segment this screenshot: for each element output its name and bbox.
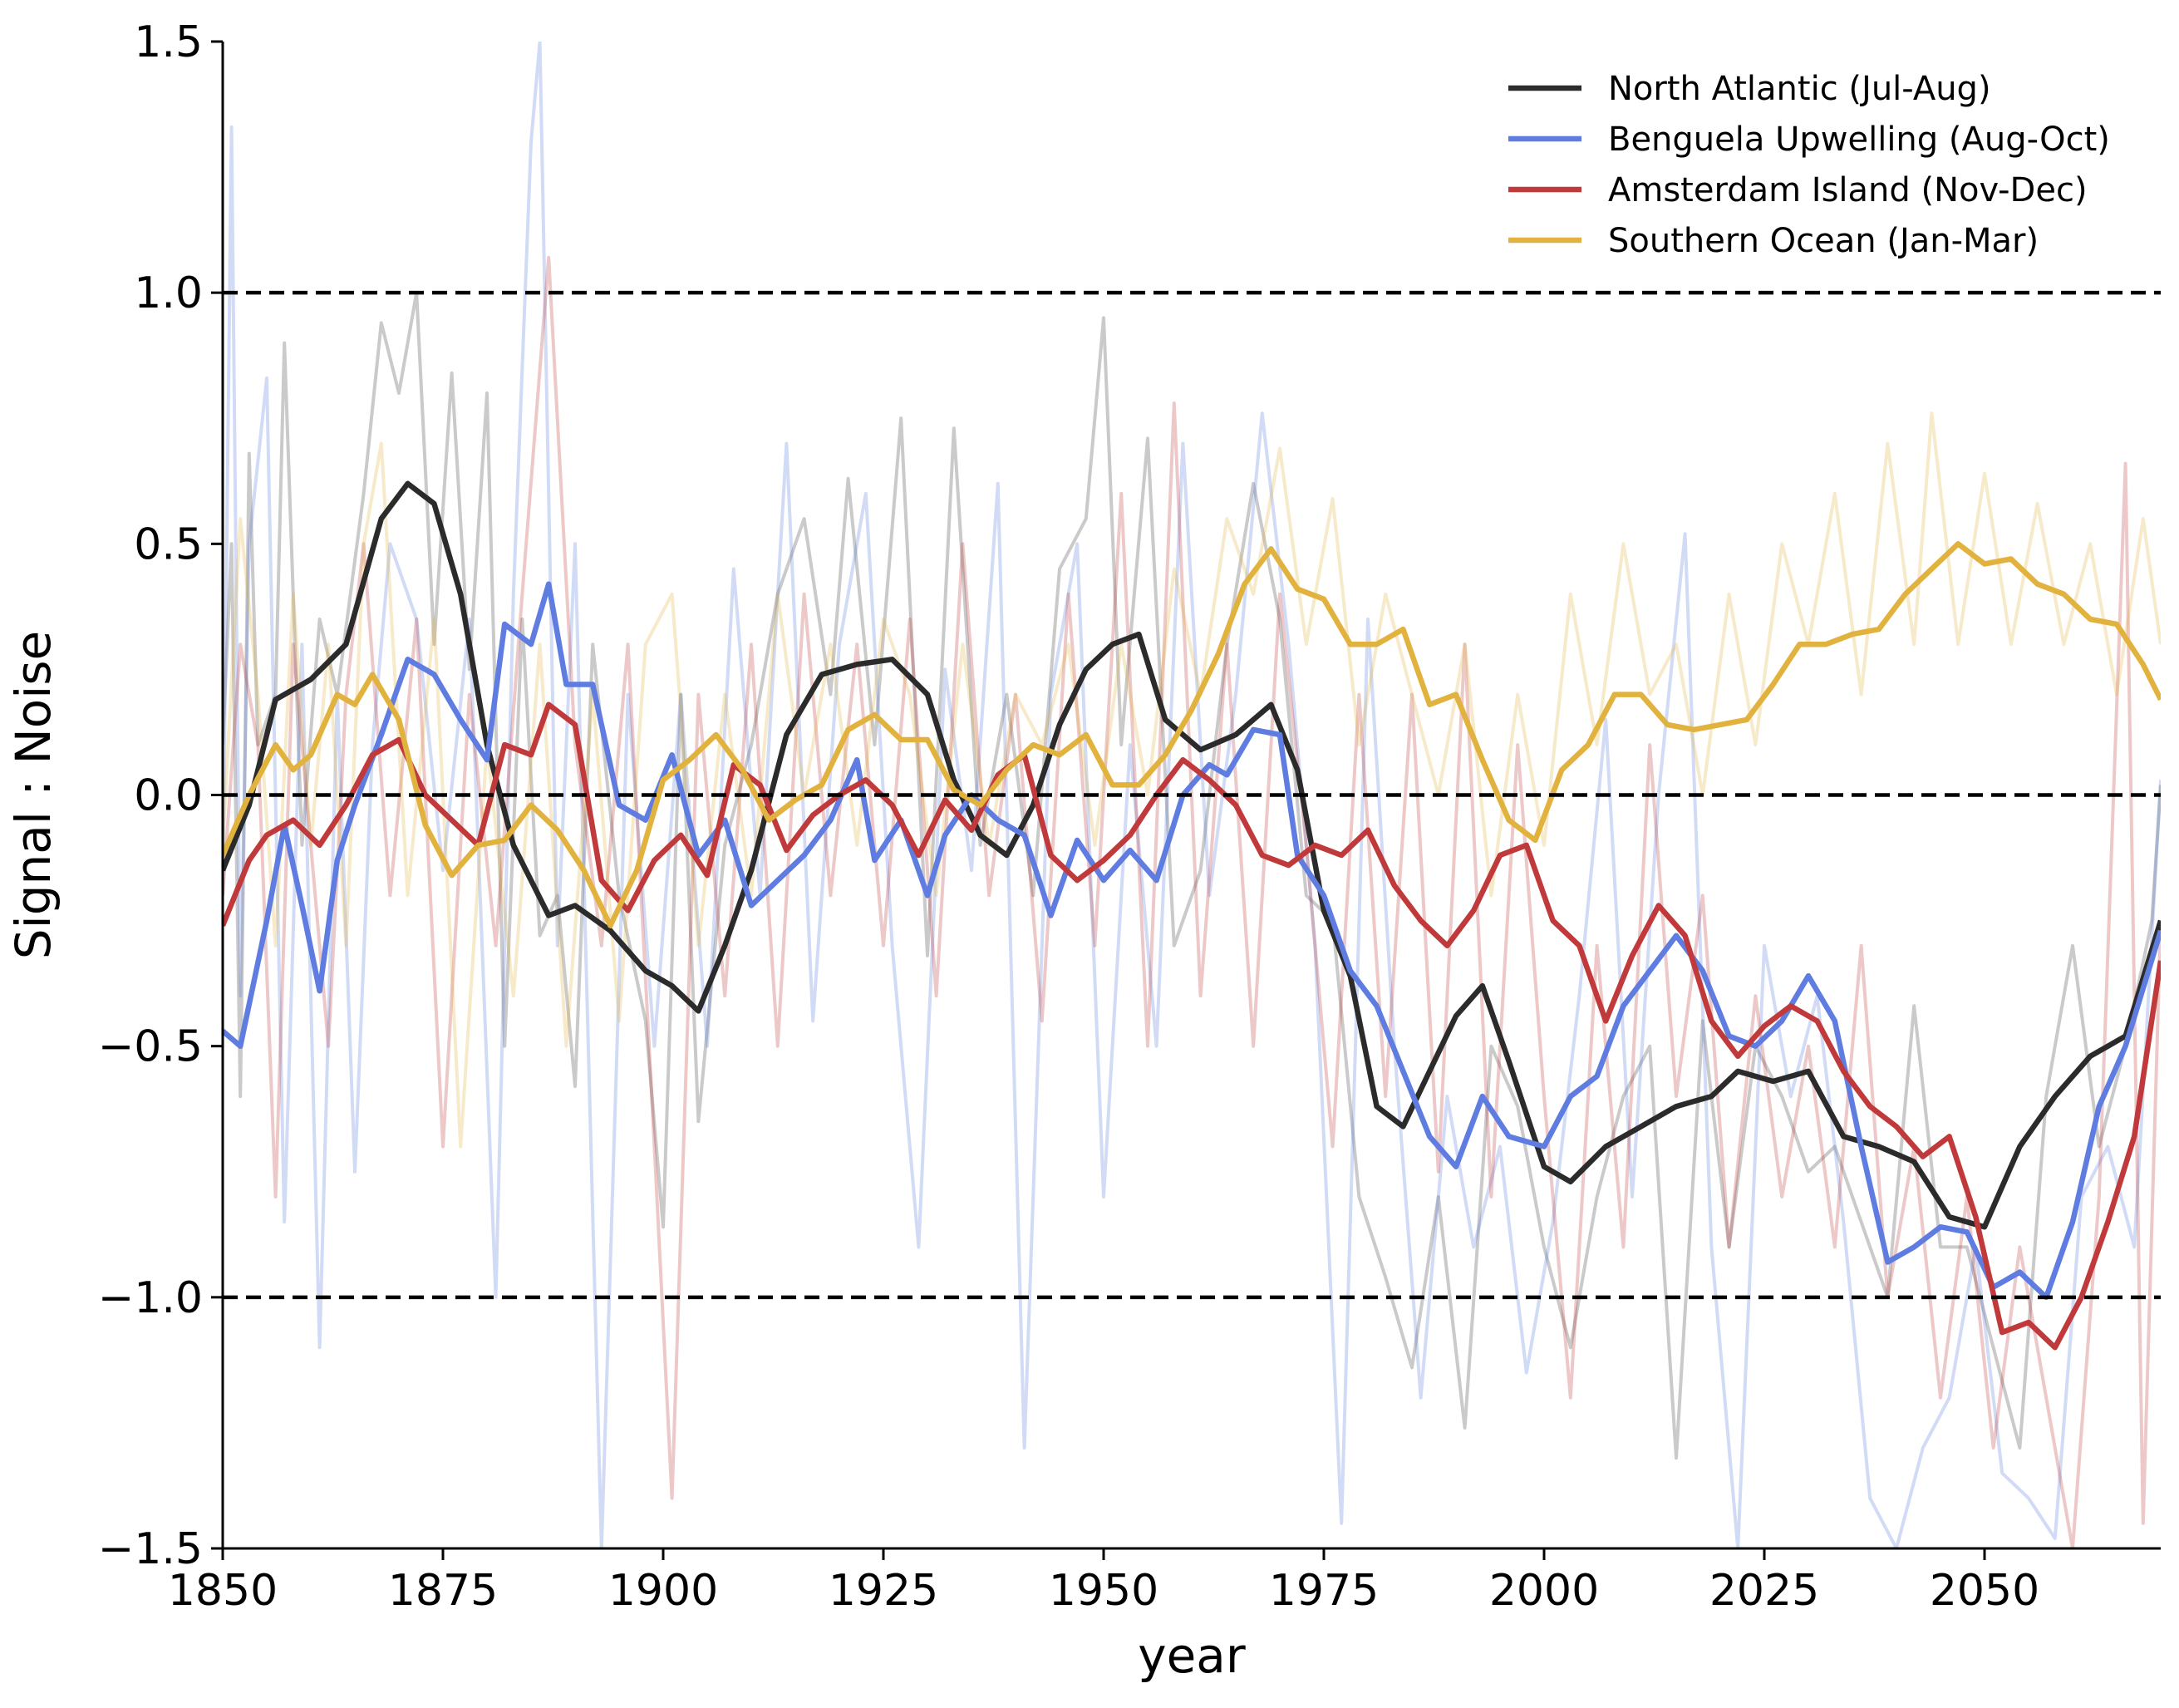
x-axis-title: year <box>1138 1627 1246 1684</box>
legend: North Atlantic (Jul-Aug) Benguela Upwelli… <box>1508 70 2110 260</box>
y-tick-label: −1.5 <box>98 1524 203 1574</box>
y-tick-label: −1.0 <box>98 1273 203 1323</box>
annual-line-3 <box>223 411 2161 1149</box>
annual-series-layer <box>223 42 2161 1548</box>
y-tick-label: 1.0 <box>134 268 203 318</box>
smoothed-line-0 <box>223 480 2161 1230</box>
smoothed-line-1 <box>223 581 2161 1301</box>
y-tick-label: 0.0 <box>134 771 203 821</box>
x-tick-label: 2000 <box>1489 1566 1599 1616</box>
y-tick-label: −0.5 <box>98 1022 203 1072</box>
legend-label: Benguela Upwelling (Aug-Oct) <box>1608 121 2110 159</box>
x-tick-label: 1975 <box>1269 1566 1379 1616</box>
smoothed-line-3 <box>223 541 2161 928</box>
x-tick-label: 1925 <box>829 1566 938 1616</box>
smoothed-line-2 <box>223 701 2161 1351</box>
legend-label: Amsterdam Island (Nov-Dec) <box>1608 171 2088 209</box>
x-tick-label: 2025 <box>1709 1566 1819 1616</box>
x-tick-label: 1950 <box>1049 1566 1158 1616</box>
y-axis-title: Signal : Noise <box>5 631 61 959</box>
y-tick-label: 1.5 <box>134 17 203 67</box>
reference-lines <box>223 290 2161 1300</box>
legend-label: North Atlantic (Jul-Aug) <box>1608 70 1991 108</box>
x-tick-label: 1900 <box>608 1566 718 1616</box>
axes: 1850 1875 1900 1925 1950 1975 2000 2025 2050 1.5 1… <box>98 17 2161 1616</box>
x-tick-label: 2050 <box>1930 1566 2039 1616</box>
smoothed-series-layer <box>223 480 2161 1351</box>
annual-line-1 <box>223 42 2161 1548</box>
annual-line-0 <box>223 291 2161 1460</box>
x-tick-label: 1875 <box>388 1566 498 1616</box>
y-tick-label: 0.5 <box>134 519 203 569</box>
legend-label: Southern Ocean (Jan-Mar) <box>1608 222 2039 260</box>
x-tick-label: 1850 <box>168 1566 278 1616</box>
annual-line-2 <box>223 255 2161 1548</box>
